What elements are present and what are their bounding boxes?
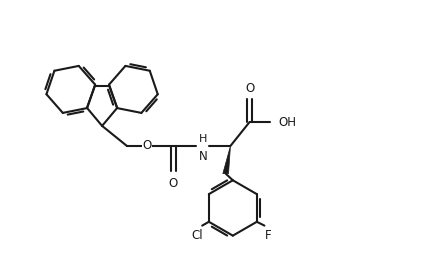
Polygon shape xyxy=(223,146,230,174)
Text: O: O xyxy=(142,139,152,152)
Text: O: O xyxy=(245,82,254,95)
Text: N: N xyxy=(198,150,207,163)
Text: Cl: Cl xyxy=(191,229,203,243)
Text: OH: OH xyxy=(278,116,296,129)
Text: H: H xyxy=(198,134,207,144)
Text: F: F xyxy=(265,229,272,243)
Text: O: O xyxy=(169,177,178,190)
